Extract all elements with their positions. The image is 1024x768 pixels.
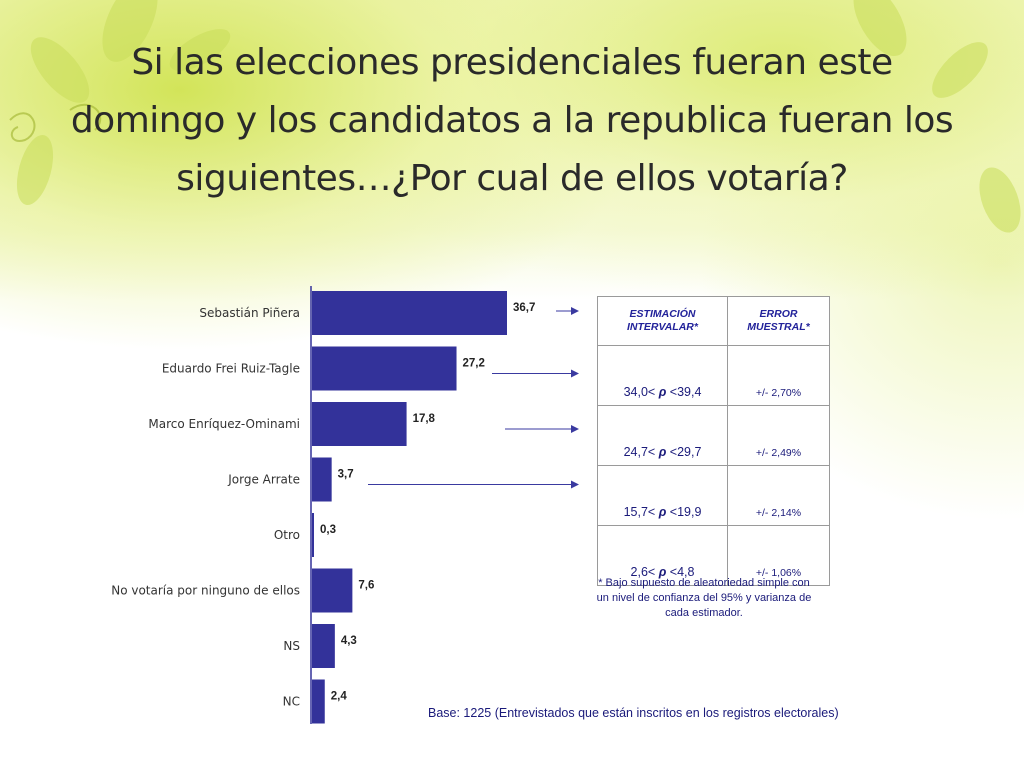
error-cell: +/- 1,06% (727, 525, 830, 586)
base-note: Base: 1225 (Entrevistados que están insc… (428, 706, 839, 720)
error-cell: +/- 2,70% (727, 345, 830, 406)
bar-0 (312, 291, 507, 335)
value-label-5: 7,6 (358, 580, 374, 592)
estimation-table: ESTIMACIÓN INTERVALAR* ERROR MUESTRAL* 3… (597, 296, 830, 586)
interval-cell: 24,7< ρ <29,7 (597, 405, 728, 466)
swirl-icon (9, 103, 102, 142)
category-label-3: Jorge Arrate (227, 473, 300, 487)
footnote: * Bajo supuesto de aleatoriedad simple c… (596, 577, 812, 619)
category-label-1: Eduardo Frei Ruiz-Tagle (162, 362, 300, 376)
table-row: 24,7< ρ <29,7 +/- 2,49% (597, 405, 830, 466)
value-label-0: 36,7 (513, 302, 535, 314)
bar-5 (312, 568, 353, 613)
table-row: 2,6< ρ <4,8 +/- 1,06% (597, 525, 830, 586)
value-label-2: 17,8 (413, 413, 436, 425)
table-row: 34,0< ρ <39,4 +/- 2,70% (597, 345, 830, 406)
error-cell: +/- 2,49% (727, 405, 830, 466)
table-row: 15,7< ρ <19,9 +/- 2,14% (597, 465, 830, 526)
category-label-0: Sebastián Piñera (199, 306, 300, 320)
header-error: ERROR MUESTRAL* (727, 296, 830, 346)
category-label-6: NS (283, 639, 300, 653)
category-label-4: Otro (274, 528, 300, 542)
slide-title: Si las elecciones presidenciales fueran … (70, 42, 954, 199)
value-label-6: 4,3 (341, 635, 357, 647)
interval-cell: 34,0< ρ <39,4 (597, 345, 728, 406)
error-cell: +/- 2,14% (727, 465, 830, 526)
interval-cell: 2,6< ρ <4,8 (597, 525, 728, 586)
value-label-4: 0,3 (320, 524, 336, 536)
bar-4 (312, 513, 314, 557)
value-label-1: 27,2 (463, 358, 485, 370)
category-label-2: Marco Enríquez-Ominami (148, 417, 300, 431)
category-label-7: NC (283, 695, 300, 709)
value-label-7: 2,4 (331, 691, 348, 703)
category-label-5: No votaría por ninguno de ellos (111, 584, 300, 598)
value-label-3: 3,7 (338, 469, 354, 481)
bar-2 (312, 402, 407, 446)
bar-1 (312, 346, 457, 391)
bar-7 (312, 679, 325, 724)
interval-cell: 15,7< ρ <19,9 (597, 465, 728, 526)
table-header-row: ESTIMACIÓN INTERVALAR* ERROR MUESTRAL* (597, 296, 830, 346)
header-estimacion: ESTIMACIÓN INTERVALAR* (597, 296, 728, 346)
bar-3 (312, 457, 332, 502)
bar-6 (312, 624, 335, 668)
